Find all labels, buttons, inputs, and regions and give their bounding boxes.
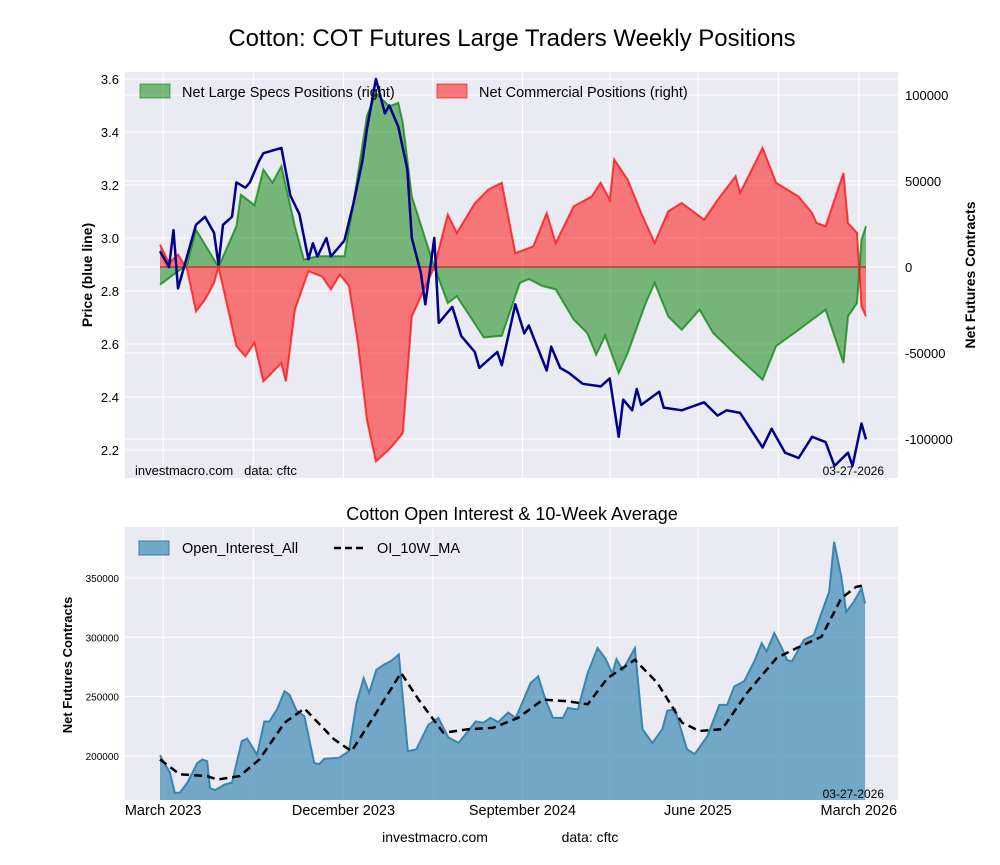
xtick-label: December 2023 — [292, 803, 395, 819]
top-right-ylabel: Net Futures Contracts — [962, 201, 978, 348]
legend-swatch-specs — [139, 83, 171, 99]
legend-swatch-oi — [138, 540, 170, 556]
right-ytick-label: 50000 — [905, 174, 941, 189]
legend-label-oi: Open_Interest_All — [182, 541, 298, 557]
bottom-date-label: 03-27-2026 — [823, 787, 885, 801]
main-title: Cotton: COT Futures Large Traders Weekly… — [228, 25, 795, 52]
commercial-area — [160, 147, 867, 462]
xtick-label: September 2024 — [469, 803, 576, 819]
legend-swatch-commercial — [436, 83, 468, 99]
left-ytick-label: 2.8 — [101, 284, 119, 299]
right-ytick-label: 100000 — [905, 88, 948, 103]
top-tick-labels: 2.2 2.4 2.6 2.8 3.0 3.2 3.4 3.6 -100000 -50000 0 50… — [101, 72, 953, 458]
left-ytick-label: 2.6 — [101, 337, 119, 352]
left-ytick-label: 2.4 — [101, 390, 119, 405]
legend-label-specs: Net Large Specs Positions (right) — [182, 85, 395, 101]
specs-line — [159, 91, 867, 382]
bottom-plot-marks — [159, 541, 867, 800]
top-left-ylabel: Price (blue line) — [79, 223, 95, 327]
right-ytick-label: -50000 — [905, 346, 945, 361]
right-ytick-label: -100000 — [905, 432, 953, 447]
bottom-ytick-label: 250000 — [86, 693, 120, 704]
legend-label-ma: OI_10W_MA — [377, 541, 460, 557]
left-ytick-label: 3.4 — [101, 125, 119, 140]
oi-10w-ma-line — [159, 583, 866, 781]
xtick-label: June 2025 — [664, 803, 732, 819]
bottom-ytick-label: 350000 — [86, 574, 120, 585]
bottom-tick-labels: 200000 250000 300000 350000 March 2023 Decemb… — [86, 574, 897, 819]
open-interest-area — [160, 541, 866, 800]
specs-area — [160, 93, 867, 380]
left-ytick-label: 3.6 — [101, 72, 119, 87]
top-legend: Net Large Specs Positions (right) Net Co… — [139, 83, 688, 101]
xtick-label: March 2026 — [821, 803, 898, 819]
left-ytick-label: 2.2 — [101, 443, 119, 458]
top-watermark: investmacro.com data: cftc — [135, 463, 297, 478]
footer-site: investmacro.com — [382, 829, 488, 845]
top-plot-marks — [158, 77, 868, 468]
top-date-label: 03-27-2026 — [823, 464, 885, 478]
bottom-title: Cotton Open Interest & 10-Week Average — [346, 504, 678, 524]
bottom-ytick-label: 200000 — [86, 752, 120, 763]
xtick-label: March 2023 — [125, 803, 202, 819]
price-line — [158, 77, 868, 468]
left-ytick-label: 3.0 — [101, 231, 119, 246]
left-ytick-label: 3.2 — [101, 178, 119, 193]
bottom-legend: Open_Interest_All OI_10W_MA — [138, 540, 460, 557]
commercial-line — [159, 145, 867, 464]
footer-source: data: cftc — [562, 829, 619, 845]
bottom-ylabel: Net Futures Contracts — [60, 597, 75, 734]
right-ytick-label: 0 — [905, 260, 912, 275]
legend-label-commercial: Net Commercial Positions (right) — [479, 85, 688, 101]
bottom-ytick-label: 300000 — [86, 633, 120, 644]
open-interest-line — [159, 541, 867, 794]
